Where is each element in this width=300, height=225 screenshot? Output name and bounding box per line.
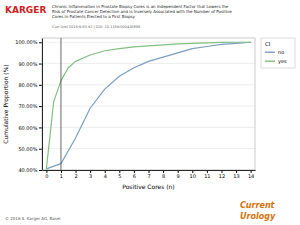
tick: 40.00% (18, 167, 42, 173)
tick: 80.00% (18, 82, 42, 88)
tick-mark (39, 127, 42, 128)
tick-mark (39, 149, 42, 150)
brand: KARGER (5, 5, 46, 15)
tick: 70.00% (18, 103, 42, 109)
tick: 11 (204, 170, 210, 179)
tick-label: 11 (204, 173, 210, 179)
grid-line (42, 106, 255, 107)
tick: 14 (248, 170, 254, 179)
tick-label: 60.00% (18, 125, 37, 131)
tick-mark (39, 42, 42, 43)
tick: 6 (133, 170, 136, 179)
legend-swatch (265, 52, 275, 53)
tick: 0 (45, 170, 48, 179)
tick: 8 (162, 170, 165, 179)
tick: 50.00% (18, 146, 42, 152)
tick-label: 8 (162, 173, 165, 179)
legend-box (261, 38, 295, 68)
chart: KARGER Chronic Inflammation in Prostate B… (0, 0, 300, 225)
tick-label: 12 (219, 173, 225, 179)
tick: 2 (74, 170, 77, 179)
line (46, 42, 250, 169)
legend: CI no yes (261, 38, 295, 68)
y-axis-title: Cumulative Proportion (%) (2, 64, 10, 143)
tick-label: 50.00% (18, 146, 37, 152)
tick-label: 7 (147, 173, 150, 179)
tick-label: 90.00% (18, 61, 37, 67)
journal-logo: Current (240, 201, 276, 210)
tick: 100.00% (15, 39, 42, 45)
tick-label: 2 (74, 173, 77, 179)
tick: 5 (118, 170, 121, 179)
x-axis-title: Positive Cores (n) (122, 183, 174, 190)
grid-line (42, 148, 255, 149)
tick: 4 (104, 170, 107, 179)
tick-label: 9 (177, 173, 180, 179)
legend-swatch (265, 61, 275, 62)
tick-label: 6 (133, 173, 136, 179)
tick: 7 (147, 170, 150, 179)
journal-logo: Urology (240, 212, 276, 221)
tick-label: 10 (190, 173, 196, 179)
marks (46, 38, 250, 170)
subtitle: Curr Urol 2016;9:83-92 | DOI: 10.1159/00… (52, 25, 140, 29)
grid-line (42, 127, 255, 128)
reference-line (60, 38, 61, 170)
grid (42, 42, 255, 170)
tick-label: 80.00% (18, 82, 37, 88)
tick: 12 (219, 170, 225, 179)
copyright: © 2016 S. Karger AG, Basel (5, 216, 60, 221)
legend-label: no (278, 49, 284, 55)
tick-label: 40.00% (18, 167, 37, 173)
legend-title: CI (265, 41, 271, 47)
plot-frame (42, 38, 255, 170)
grid-line (42, 84, 255, 85)
tick-label: 70.00% (18, 103, 37, 109)
y-axis: 40.00% 50.00% 60.00% 70.00% 80.00% 90.00% 100.… (15, 39, 42, 174)
tick-label: 13 (233, 173, 239, 179)
tick: 1 (60, 170, 63, 179)
tick-mark (39, 170, 42, 171)
tick-label: 0 (45, 173, 48, 179)
x-axis: 01234567891011121314 (43, 170, 256, 179)
tick-label: 1 (60, 173, 63, 179)
tick-mark (39, 106, 42, 107)
title: Chronic Inflammation in Prostate Biopsy … (52, 4, 232, 19)
tick: 3 (89, 170, 92, 179)
tick: 90.00% (18, 61, 42, 67)
plot: 0123456789101112131440.00%50.00%60.00%70… (15, 38, 255, 179)
tick-label: 100.00% (15, 39, 37, 45)
tick-label: 3 (89, 173, 92, 179)
line (46, 42, 250, 169)
tick: 60.00% (18, 125, 42, 131)
legend-label: yes (278, 58, 287, 65)
tick-label: 14 (248, 173, 254, 179)
tick-mark (39, 64, 42, 65)
tick-label: 4 (104, 173, 107, 179)
tick: 10 (190, 170, 196, 179)
tick-mark (39, 85, 42, 86)
tick-label: 5 (118, 173, 121, 179)
tick: 13 (233, 170, 239, 179)
tick: 9 (177, 170, 180, 179)
title-line: Cores in Patients Elected to a First Bio… (52, 14, 136, 19)
